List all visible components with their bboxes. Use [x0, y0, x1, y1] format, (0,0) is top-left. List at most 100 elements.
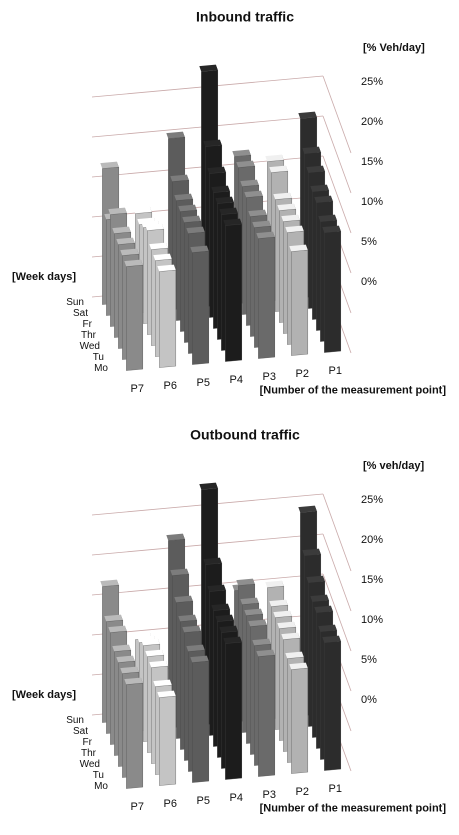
- bar-top: [215, 196, 234, 204]
- bar-top: [116, 655, 135, 663]
- bar-front: [258, 236, 275, 359]
- bar-top: [141, 638, 160, 646]
- bar-top: [174, 595, 193, 603]
- bar-top: [252, 220, 271, 228]
- bar-top: [277, 621, 296, 629]
- bar-top: [223, 636, 242, 644]
- bar-top: [182, 215, 201, 223]
- bar-top: [112, 226, 131, 234]
- bar-top: [203, 139, 222, 147]
- bar-top: [314, 195, 333, 203]
- bar: [157, 690, 176, 786]
- bar-top: [256, 649, 275, 657]
- x-tick-label: P6: [164, 380, 177, 392]
- bar-top: [322, 635, 341, 643]
- bar: [256, 649, 275, 777]
- y-tick-label: 25%: [361, 494, 383, 506]
- y-axis-label: [% veh/day]: [363, 460, 424, 472]
- bar-top: [104, 614, 123, 622]
- x-tick-label: P1: [329, 365, 342, 377]
- y-tick-label: 15%: [361, 574, 383, 586]
- x-tick-label: P3: [263, 371, 276, 383]
- bar-top: [236, 160, 255, 168]
- z-tick-label: Fr: [83, 319, 93, 330]
- bar-top: [232, 149, 251, 157]
- bar-top: [178, 614, 197, 622]
- x-tick-label: P6: [164, 798, 177, 810]
- y-tick-label: 5%: [361, 654, 377, 666]
- z-tick-label: Sun: [66, 297, 84, 308]
- y-tick-label: 20%: [361, 116, 383, 128]
- bar-top: [108, 207, 127, 215]
- grid-line: [322, 493, 352, 572]
- bar-top: [100, 579, 119, 587]
- bar-top: [116, 237, 135, 245]
- y-tick-label: 10%: [361, 614, 383, 626]
- bar-top: [265, 580, 284, 588]
- y-tick-label: 5%: [361, 236, 377, 248]
- y-tick-label: 0%: [361, 694, 377, 706]
- bar-top: [199, 64, 218, 72]
- bar-top: [273, 610, 292, 618]
- bar-top: [153, 253, 172, 261]
- bar-top: [211, 185, 230, 193]
- bar-top: [273, 192, 292, 200]
- bar-top: [112, 644, 131, 652]
- bar-top: [298, 111, 317, 119]
- bar-top: [223, 218, 242, 226]
- z-tick-label: Sat: [73, 726, 88, 737]
- bar: [124, 259, 143, 371]
- bar-top: [289, 662, 308, 670]
- bar: [190, 245, 209, 365]
- bar-top: [306, 575, 325, 583]
- bar-top: [281, 632, 300, 640]
- bar-top: [190, 245, 209, 253]
- y-tick-label: 25%: [361, 76, 383, 88]
- bar-top: [170, 568, 189, 576]
- y-axis-label: [% Veh/day]: [363, 42, 425, 54]
- bar: [289, 662, 308, 774]
- bar-front: [291, 249, 308, 356]
- grid-line: [322, 115, 352, 194]
- bar-top: [314, 605, 333, 613]
- bar-top: [277, 203, 296, 211]
- bar-top: [219, 625, 238, 633]
- bar-top: [153, 679, 172, 687]
- bar-front: [225, 641, 242, 780]
- bar-top: [133, 206, 152, 214]
- bar-top: [248, 619, 267, 627]
- bar-top: [302, 146, 321, 154]
- bar-top: [157, 264, 176, 272]
- bar-top: [318, 624, 337, 632]
- bar-top: [252, 638, 271, 646]
- x-tick-label: P7: [131, 383, 144, 395]
- bar: [124, 677, 143, 789]
- z-tick-label: Fr: [83, 737, 93, 748]
- bar-top: [120, 248, 139, 256]
- grid-line: [322, 573, 352, 652]
- y-tick-label: 10%: [361, 196, 383, 208]
- y-tick-label: 20%: [361, 534, 383, 546]
- bar-top: [157, 690, 176, 698]
- chart-title: Outbound traffic: [190, 427, 300, 443]
- x-tick-label: P2: [296, 368, 309, 380]
- bar: [322, 225, 341, 353]
- bar: [289, 244, 308, 356]
- z-tick-label: Sat: [73, 308, 88, 319]
- bar-top: [186, 226, 205, 234]
- bar-front: [258, 654, 275, 777]
- bar-top: [256, 231, 275, 239]
- bar-top: [124, 259, 143, 267]
- bar: [256, 231, 275, 359]
- bar-top: [269, 599, 288, 607]
- x-tick-label: P5: [197, 377, 210, 389]
- grid-line: [322, 533, 352, 612]
- z-axis-label: [Week days]: [12, 271, 76, 283]
- bar-top: [306, 165, 325, 173]
- bar: [223, 218, 242, 362]
- y-tick-label: 0%: [361, 276, 377, 288]
- z-tick-label: Sun: [66, 715, 84, 726]
- bar-top: [182, 625, 201, 633]
- bar-top: [207, 584, 226, 592]
- bar-top: [203, 557, 222, 565]
